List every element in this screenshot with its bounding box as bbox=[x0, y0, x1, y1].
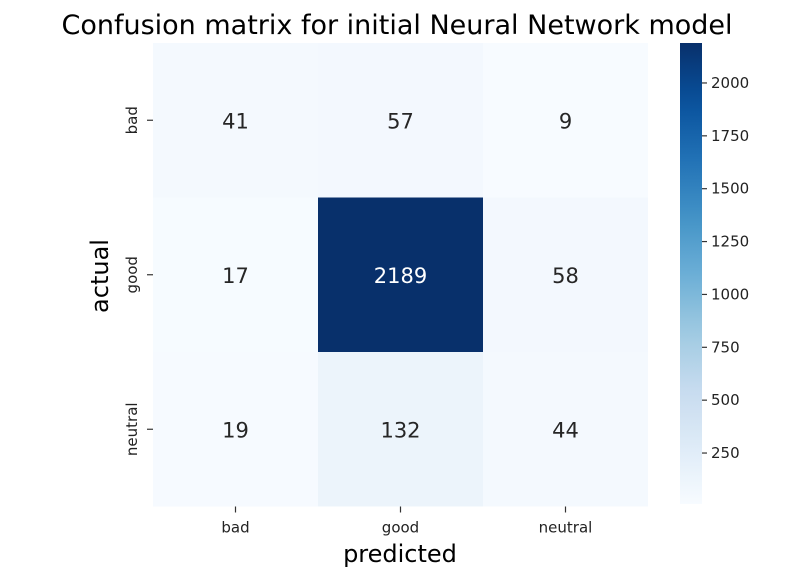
colorbar-tick-label: 2000 bbox=[711, 74, 749, 92]
cell-value-label: 132 bbox=[380, 418, 420, 442]
y-tick-label: good bbox=[123, 256, 141, 293]
colorbar-tick-label: 1250 bbox=[711, 233, 749, 251]
x-tick-label: bad bbox=[221, 519, 249, 537]
colorbar-tick-label: 750 bbox=[711, 338, 740, 356]
y-axis-title: actual bbox=[86, 239, 114, 313]
cell-value-label: 9 bbox=[559, 109, 572, 133]
colorbar-tick-label: 1500 bbox=[711, 180, 749, 198]
heatmap-cell bbox=[483, 43, 648, 198]
cell-value-label: 19 bbox=[222, 418, 249, 442]
colorbar-tick-label: 500 bbox=[711, 391, 740, 409]
colorbar-tick-label: 1750 bbox=[711, 127, 749, 145]
chart-title: Confusion matrix for initial Neural Netw… bbox=[61, 10, 732, 41]
y-axis: bad good neutral bbox=[123, 106, 153, 456]
heatmap-cell bbox=[483, 197, 648, 352]
colorbar-gradient bbox=[680, 43, 702, 504]
x-tick-label: neutral bbox=[539, 519, 593, 537]
cell-value-label: 58 bbox=[552, 264, 579, 288]
x-axis-title: predicted bbox=[343, 540, 457, 568]
heatmap-cell bbox=[318, 43, 483, 198]
colorbar-tick-label: 1000 bbox=[711, 285, 749, 303]
cell-value-label: 57 bbox=[387, 109, 414, 133]
heatmap-grid: 41 57 9 17 2189 58 19 132 44 bbox=[153, 43, 648, 507]
heatmap-cell bbox=[318, 352, 483, 507]
cell-value-label: 44 bbox=[552, 418, 579, 442]
colorbar-tick-label: 250 bbox=[711, 444, 740, 462]
colorbar: 250 500 750 1000 1250 1500 1750 2000 bbox=[680, 43, 749, 504]
heatmap-cell bbox=[318, 197, 483, 352]
cell-value-label: 41 bbox=[222, 109, 249, 133]
heatmap-cell bbox=[153, 43, 318, 198]
x-axis: bad good neutral bbox=[221, 506, 593, 537]
y-tick-label: bad bbox=[123, 106, 141, 134]
heatmap-cell bbox=[153, 352, 318, 507]
heatmap-cell bbox=[483, 352, 648, 507]
cell-value-label: 2189 bbox=[374, 264, 427, 288]
y-tick-label: neutral bbox=[123, 402, 141, 456]
x-tick-label: good bbox=[382, 519, 419, 537]
cell-value-label: 17 bbox=[222, 264, 249, 288]
heatmap-cell bbox=[153, 197, 318, 352]
